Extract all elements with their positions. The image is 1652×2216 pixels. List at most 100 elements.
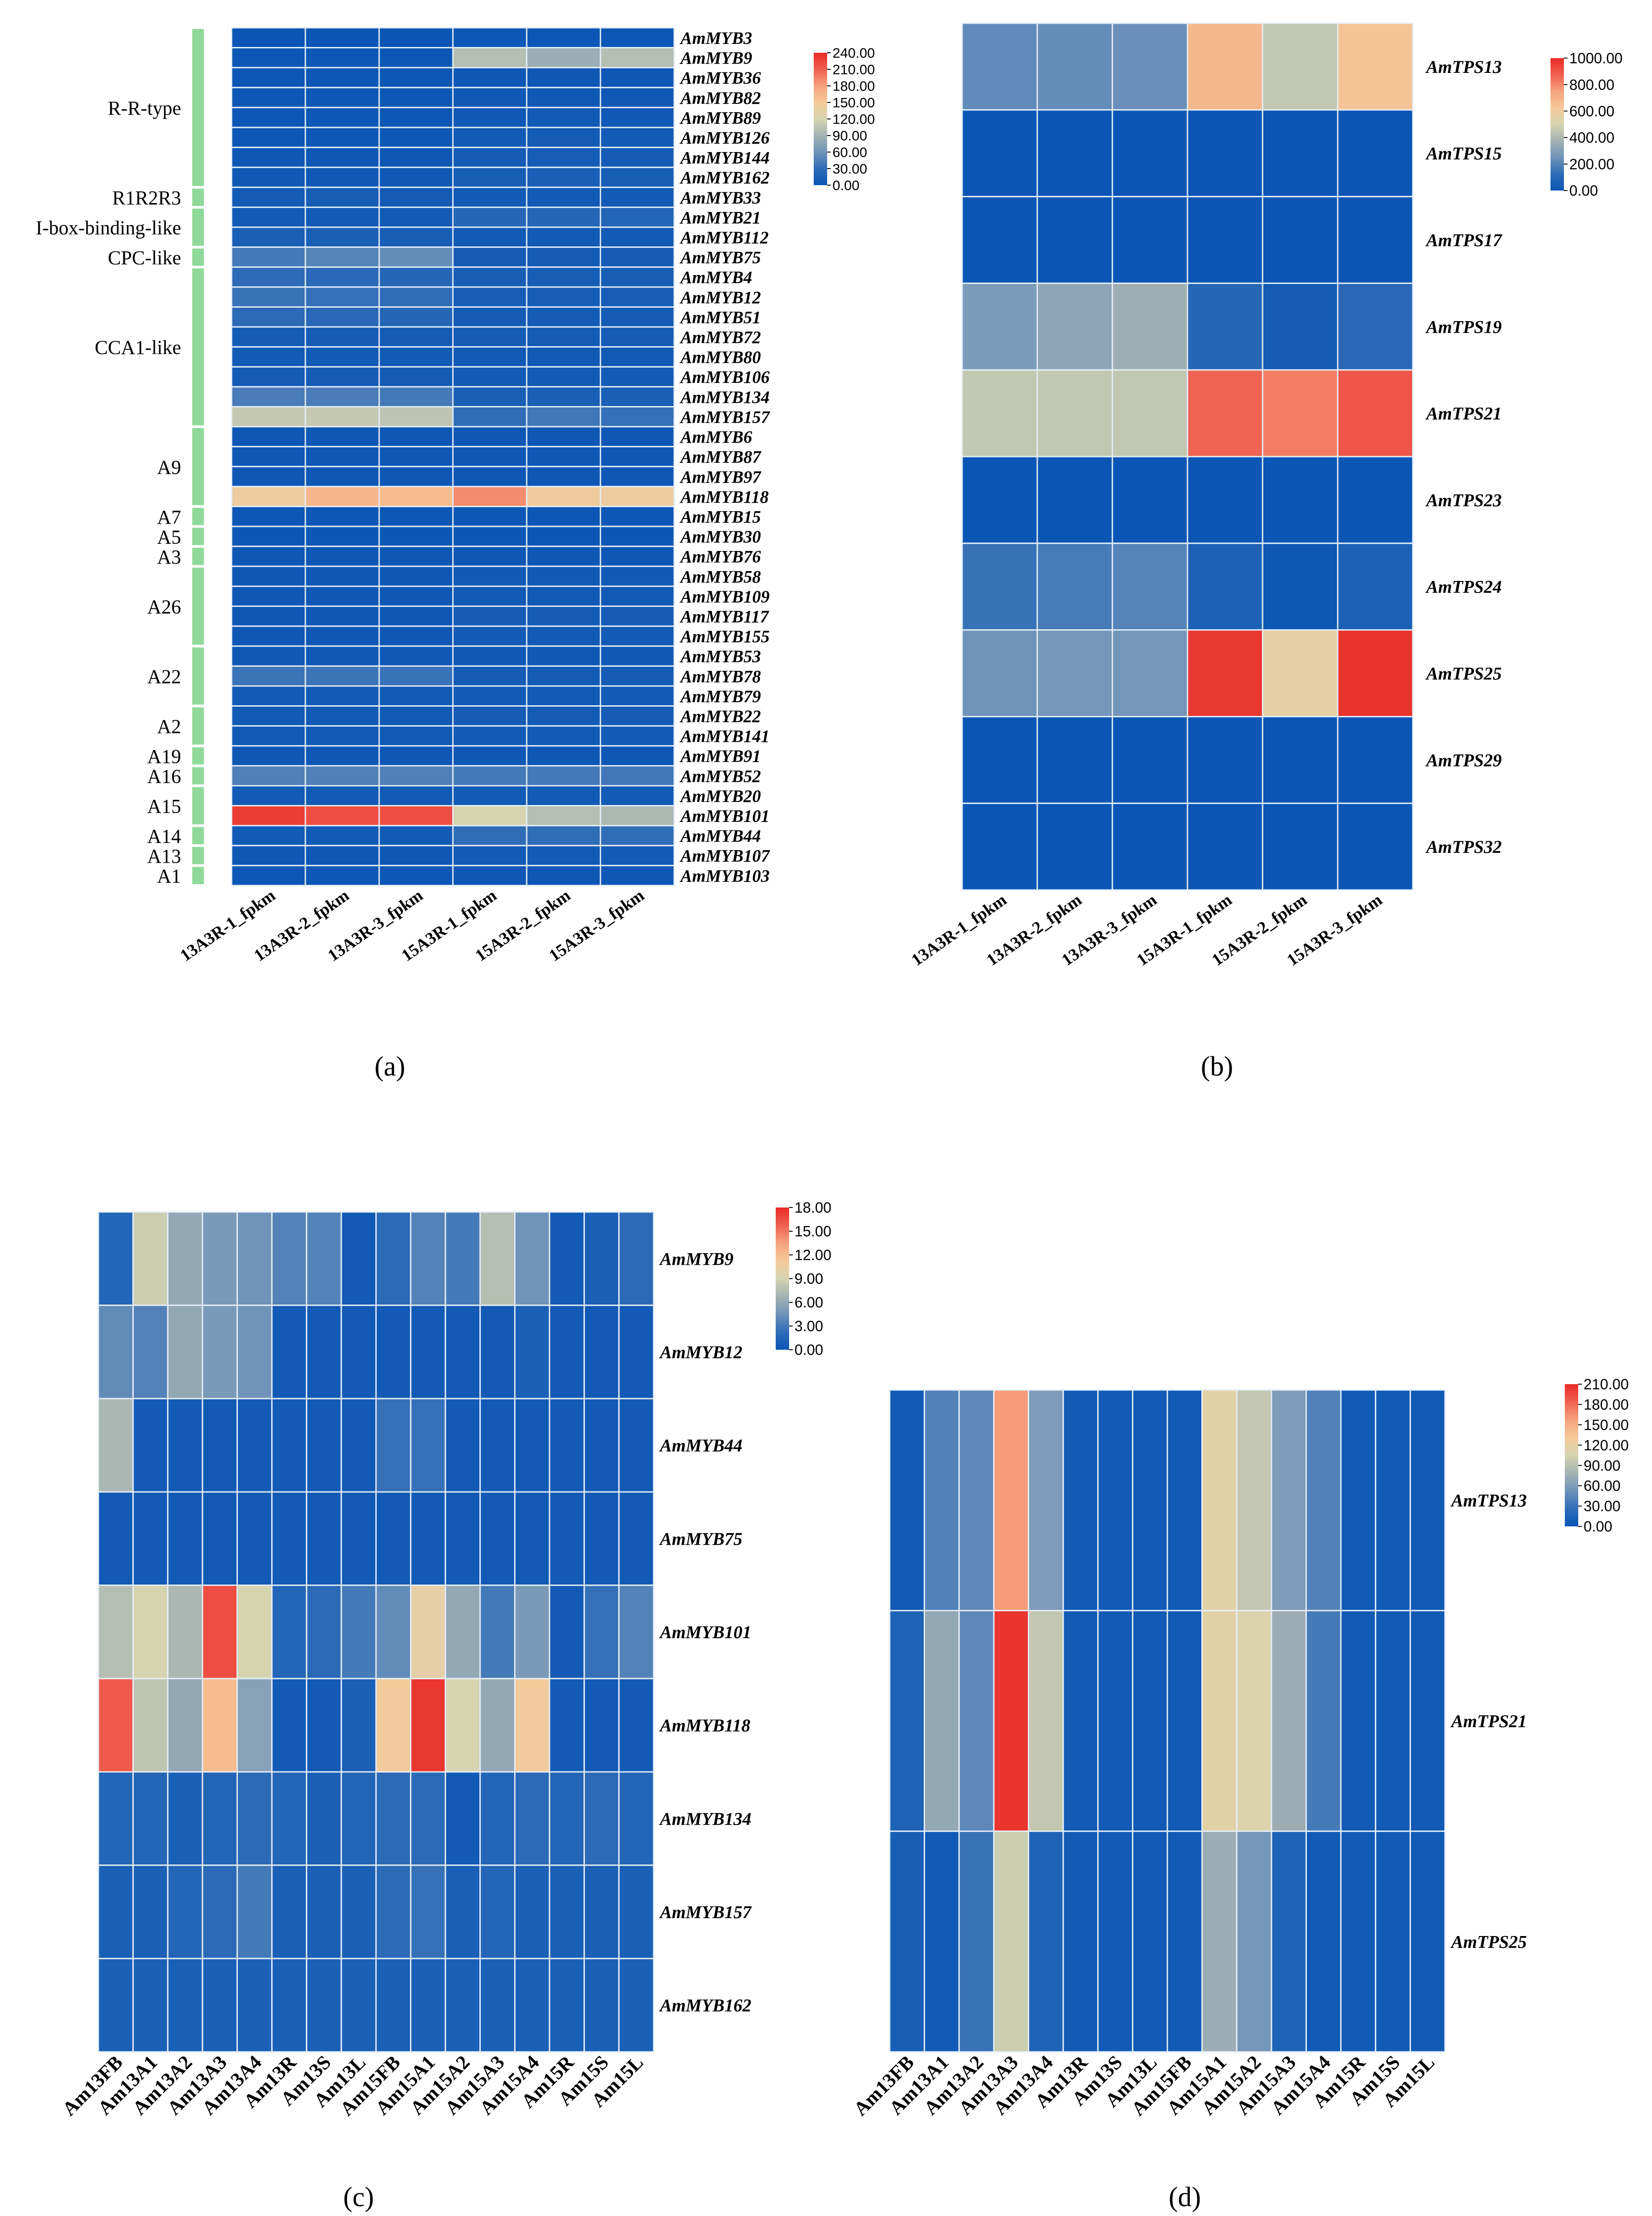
heatmap-cell-ammyb44-am13l: [340, 1398, 377, 1493]
heatmap-cell-ammyb36-13a3r-1-fpkm: [231, 67, 306, 89]
heatmap-cell-ammyb52-13a3r-1-fpkm: [231, 765, 306, 787]
heatmap-cell-ammyb97-13a3r-1-fpkm: [231, 466, 306, 487]
heatmap-cell-amtps29-15a3r-1-fpkm: [1187, 716, 1263, 804]
heatmap-cell-ammyb12-15a3r-3-fpkm: [600, 286, 675, 308]
heatmap-cell-ammyb97-15a3r-2-fpkm: [526, 466, 601, 487]
heatmap-cell-ammyb44-am15r: [549, 1398, 585, 1493]
row-label-amtps19: AmTPS19: [1425, 317, 1502, 337]
heatmap-cell-ammyb118-am15a2: [444, 1678, 481, 1773]
heatmap-cell-ammyb75-am13fb: [97, 1491, 134, 1586]
heatmap-cell-ammyb134-am13s: [306, 1771, 342, 1866]
heatmap-cell-ammyb78-15a3r-2-fpkm: [526, 665, 601, 687]
row-label-ammyb91: AmMYB91: [679, 747, 761, 766]
heatmap-cell-ammyb6-13a3r-1-fpkm: [231, 426, 306, 448]
row-label-ammyb106: AmMYB106: [679, 368, 770, 387]
heatmap-cell-amtps21-am15a3: [1271, 1610, 1307, 1832]
heatmap-cell-amtps13-15a3r-1-fpkm: [1187, 22, 1263, 111]
group-label-a2: A2: [157, 716, 181, 737]
heatmap-cell-ammyb89-15a3r-2-fpkm: [526, 106, 601, 128]
heatmap-cell-ammyb76-15a3r-3-fpkm: [600, 546, 675, 567]
heatmap-cell-ammyb79-15a3r-3-fpkm: [600, 685, 675, 707]
heatmap-cell-amtps25-am13a4: [1028, 1830, 1064, 2053]
heatmap-cell-ammyb44-13a3r-3-fpkm: [378, 825, 454, 847]
color-scale-tick-label: 90.00: [1584, 1457, 1621, 1474]
heatmap-cell-ammyb112-15a3r-3-fpkm: [600, 226, 675, 248]
heatmap-cell-ammyb20-13a3r-3-fpkm: [378, 785, 454, 807]
group-bar-a7: [192, 508, 204, 525]
heatmap-cell-ammyb22-15a3r-3-fpkm: [600, 705, 675, 727]
heatmap-cell-ammyb58-13a3r-2-fpkm: [304, 565, 380, 587]
heatmap-cell-ammyb15-15a3r-3-fpkm: [600, 506, 675, 527]
color-scale-bar: [814, 53, 827, 185]
heatmap-cell-amtps23-15a3r-1-fpkm: [1187, 456, 1263, 544]
heatmap-cell-ammyb72-15a3r-1-fpkm: [452, 326, 528, 348]
heatmap-cell-ammyb33-15a3r-1-fpkm: [452, 186, 528, 208]
heatmap-cell-amtps21-15a3r-1-fpkm: [1187, 369, 1263, 458]
heatmap-cell-ammyb75-15a3r-2-fpkm: [526, 246, 601, 268]
row-label-amtps32: AmTPS32: [1425, 837, 1502, 857]
row-label-ammyb12: AmMYB12: [679, 288, 761, 307]
heatmap-cell-amtps25-am15s: [1375, 1830, 1411, 2053]
heatmap-cell-ammyb141-13a3r-1-fpkm: [231, 725, 306, 747]
color-scale-tick-label: 9.00: [794, 1271, 823, 1287]
heatmap-cell-amtps21-am13fb: [889, 1610, 925, 1832]
heatmap-cell-ammyb155-15a3r-1-fpkm: [452, 625, 528, 647]
heatmap-cell-amtps23-13a3r-2-fpkm: [1036, 456, 1113, 544]
heatmap-cell-ammyb157-am15a4: [514, 1864, 550, 1959]
heatmap-cell-ammyb155-15a3r-2-fpkm: [526, 625, 601, 647]
heatmap-cell-ammyb58-15a3r-2-fpkm: [526, 565, 601, 587]
heatmap-cell-ammyb117-15a3r-3-fpkm: [600, 606, 675, 627]
heatmap-cell-ammyb72-15a3r-3-fpkm: [600, 326, 675, 348]
heatmap-cell-ammyb51-13a3r-3-fpkm: [378, 306, 454, 328]
heatmap-cell-ammyb33-15a3r-3-fpkm: [600, 186, 675, 208]
row-label-ammyb22: AmMYB22: [679, 707, 761, 726]
heatmap-cell-ammyb157-am15a3: [479, 1864, 515, 1959]
heatmap-cell-ammyb79-13a3r-3-fpkm: [378, 685, 454, 707]
row-label-ammyb157: AmMYB157: [679, 407, 770, 427]
heatmap-cell-ammyb101-13a3r-2-fpkm: [304, 805, 380, 826]
heatmap-cell-ammyb12-13a3r-1-fpkm: [231, 286, 306, 308]
heatmap-cell-ammyb33-13a3r-1-fpkm: [231, 186, 306, 208]
heatmap-cell-ammyb44-am15fb: [375, 1398, 412, 1493]
heatmap-cell-ammyb79-13a3r-1-fpkm: [231, 685, 306, 707]
heatmap-cell-ammyb157-15a3r-3-fpkm: [600, 406, 675, 428]
row-label-ammyb101: AmMYB101: [659, 1622, 751, 1642]
group-label-a14: A14: [147, 825, 181, 847]
heatmap-cell-amtps23-15a3r-3-fpkm: [1337, 456, 1414, 544]
heatmap-cell-amtps32-13a3r-2-fpkm: [1036, 802, 1113, 891]
heatmap-cell-ammyb103-13a3r-3-fpkm: [378, 864, 454, 886]
heatmap-cell-ammyb82-13a3r-1-fpkm: [231, 87, 306, 108]
heatmap-cell-amtps17-13a3r-1-fpkm: [961, 196, 1038, 284]
heatmap-cell-amtps29-13a3r-2-fpkm: [1036, 716, 1113, 804]
heatmap-cell-ammyb162-am13fb: [97, 1958, 134, 2053]
heatmap-cell-amtps29-13a3r-1-fpkm: [961, 716, 1038, 804]
heatmap-cell-ammyb33-13a3r-3-fpkm: [378, 186, 454, 208]
group-bar-a13: [192, 847, 204, 864]
heatmap-cell-ammyb157-am15fb: [375, 1864, 412, 1959]
heatmap-cell-ammyb12-am13l: [340, 1305, 377, 1399]
heatmap-cell-ammyb117-15a3r-1-fpkm: [452, 606, 528, 627]
heatmap-cell-ammyb15-13a3r-2-fpkm: [304, 506, 380, 527]
color-scale-bar: [1565, 1384, 1578, 1526]
heatmap-cell-ammyb80-13a3r-1-fpkm: [231, 346, 306, 368]
heatmap-cell-ammyb112-13a3r-3-fpkm: [378, 226, 454, 248]
heatmap-cell-ammyb162-13a3r-3-fpkm: [378, 166, 454, 188]
heatmap-cell-ammyb144-15a3r-1-fpkm: [452, 147, 528, 168]
heatmap-cell-ammyb78-13a3r-2-fpkm: [304, 665, 380, 687]
heatmap-cell-amtps21-am15a4: [1306, 1610, 1342, 1832]
heatmap-cell-amtps15-15a3r-1-fpkm: [1187, 109, 1263, 198]
heatmap-cell-ammyb75-am15fb: [375, 1491, 412, 1586]
heatmap-cell-ammyb97-15a3r-1-fpkm: [452, 466, 528, 487]
heatmap-cell-ammyb51-15a3r-1-fpkm: [452, 306, 528, 328]
heatmap-cell-ammyb141-13a3r-3-fpkm: [378, 725, 454, 747]
heatmap-cell-ammyb44-am13a4: [237, 1398, 273, 1493]
heatmap-cell-ammyb134-am15r: [549, 1771, 585, 1866]
heatmap-cell-ammyb101-am13s: [306, 1585, 342, 1679]
heatmap-cell-amtps21-am15l: [1409, 1610, 1446, 1832]
heatmap-cell-ammyb21-15a3r-2-fpkm: [526, 206, 601, 228]
heatmap-cell-ammyb12-am13s: [306, 1305, 342, 1399]
panel-letter-d: (d): [1169, 2182, 1201, 2212]
heatmap-panel-a: AmMYB3AmMYB9AmMYB36AmMYB82AmMYB89AmMYB12…: [36, 27, 875, 965]
color-scale-tick-label: 60.00: [832, 144, 867, 160]
heatmap-cell-ammyb107-15a3r-2-fpkm: [526, 845, 601, 866]
